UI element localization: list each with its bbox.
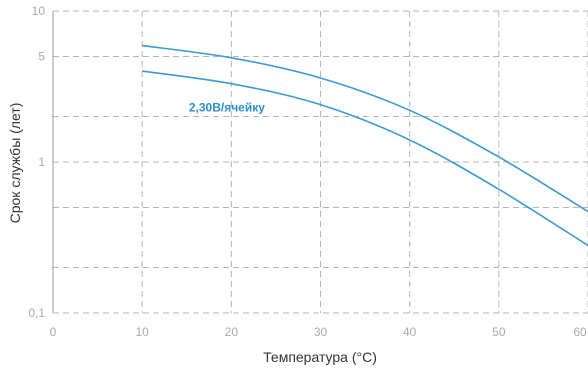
y-axis-title: Срок службы (лет) bbox=[7, 103, 23, 224]
series-line-1 bbox=[142, 44, 588, 213]
x-tick-label: 10 bbox=[135, 325, 149, 339]
x-tick-label: 50 bbox=[492, 325, 506, 339]
x-tick-labels: 0 10 20 30 40 50 60 bbox=[50, 325, 587, 339]
x-tick-label: 30 bbox=[314, 325, 328, 339]
x-tick-label: 40 bbox=[403, 325, 417, 339]
gridlines bbox=[52, 10, 588, 314]
annotation-voltage: 2,30В/ячейку bbox=[189, 100, 265, 114]
y-tick-label: 5 bbox=[38, 49, 45, 63]
y-tick-labels: 10 5 1 0,1 bbox=[28, 4, 45, 320]
series-line-2 bbox=[142, 70, 588, 247]
series-lines bbox=[142, 44, 588, 247]
y-tick-label: 1 bbox=[38, 155, 45, 169]
y-tick-label: 10 bbox=[32, 4, 46, 18]
y-tick-label: 0,1 bbox=[28, 306, 45, 320]
x-tick-label: 0 bbox=[50, 325, 57, 339]
x-axis-title: Температура (°C) bbox=[263, 349, 377, 365]
x-tick-label: 60 bbox=[573, 325, 587, 339]
x-tick-label: 20 bbox=[225, 325, 239, 339]
